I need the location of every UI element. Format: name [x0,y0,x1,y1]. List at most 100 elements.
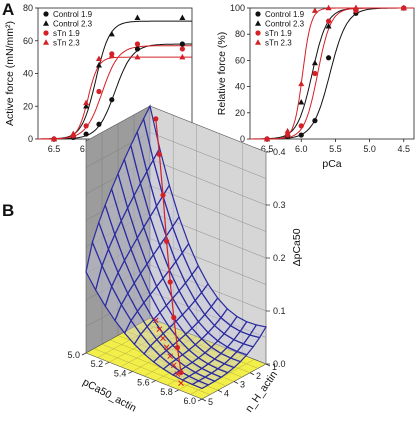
legend-marker [43,30,49,36]
trajectory-point [167,279,173,285]
legend-marker [43,11,49,17]
trajectory-point [171,314,177,321]
wall-grid-line [85,264,267,312]
y-tick-label: 0 [240,134,245,144]
x-tick-mark [81,352,87,356]
floor-projection-mark [156,326,163,333]
fit-curve [250,7,414,140]
legend-label: sTn 2.3 [265,39,292,48]
y-tick-label: 60 [235,55,245,65]
y-tick-label: 0 [28,134,33,144]
data-point [51,135,58,142]
z-tick-label: 0.0 [273,359,286,369]
data-point [179,14,186,21]
y-tick-label: 80 [23,3,33,13]
x-tick-label: 5.6 [137,378,150,388]
trajectory-point [160,192,166,198]
wall-grid-line [85,185,267,232]
floor-projection-mark [163,344,170,351]
data-point [83,102,90,109]
data-point [108,30,115,37]
data-point [311,59,318,66]
data-point [312,118,318,124]
panel-label-b: B [2,201,14,220]
x-tick-mark [197,398,203,402]
data-point [325,18,332,24]
data-point [134,53,141,60]
x-tick-label: 5.5 [329,144,342,154]
data-point [298,132,304,138]
fit-curve [38,56,192,140]
data-point [95,62,102,68]
legend-label: Control 2.3 [265,20,305,29]
wall-grid-line [85,291,267,338]
data-point [284,132,291,138]
data-point [108,52,115,58]
y-axis-label: Active force (mN/mm²) [4,21,16,126]
trajectory-point [153,116,159,122]
data-point [95,55,102,61]
z-tick-label: 0.4 [273,147,286,157]
legend-label: Control 1.9 [53,10,93,19]
x-axis-label: pCa [322,158,341,170]
legend-marker [255,30,261,36]
data-point [83,123,89,129]
y-axis-label: Relative force (%) [216,32,228,115]
x-tick-mark [174,389,179,393]
floor-projection-mark [178,380,184,386]
x-tick-label: 5.4 [114,368,127,378]
data-point [312,70,318,77]
z-tick-label: 0.1 [273,306,286,316]
data-point [298,80,305,87]
data-point [96,88,102,95]
surface-cell [248,324,267,339]
y-tick-mark [201,398,207,402]
chart-surface-3d: 0.0 0.1 0.2 0.3 0.4 ΔpCa50 5.0 5.2 5.4 5.6 5.8 6.0 p… [67,104,303,415]
data-point [83,131,89,137]
data-point [298,123,304,129]
chart-relative-force: 6.5 6.0 5.5 5.0 4.5 0 20 40 60 80 100 Control 1.9Co… [216,3,415,170]
y-tick-label: 1 [272,362,277,372]
wall-grid-line [85,158,267,206]
legend-marker [255,20,261,26]
y-tick-label: 3 [240,380,245,390]
y-tick-label: 100 [230,3,245,13]
data-point [179,46,185,52]
wall-grid-line [85,211,267,259]
x-tick-label: 5.8 [160,387,173,397]
y-tick-mark [217,389,223,393]
floor-projection-mark [167,353,174,360]
data-point [134,41,141,47]
x-tick-label: 6.5 [261,144,274,154]
data-point [264,135,271,142]
x-tick-label: 4.5 [397,144,410,154]
panel-label-a: A [2,0,14,19]
legend-marker [255,11,261,17]
x-tick-mark [128,371,133,374]
y-tick-label: 20 [235,108,245,118]
x-tick-label: 5.0 [363,144,376,154]
data-point [134,14,141,21]
data-point [134,46,141,52]
legend-label: sTn 1.9 [265,29,292,38]
legend-marker [255,39,261,45]
y-tick-label: 5 [208,397,213,407]
floor-projection-mark [152,317,159,324]
data-point [311,7,318,13]
floor-grid-line [93,348,211,395]
legend-marker [43,39,49,45]
y-tick-mark [249,372,255,376]
x-tick-label: 6.5 [48,144,61,154]
floor-projection-mark [160,335,166,342]
legend-label: Control 1.9 [265,10,305,19]
legend-marker [43,20,49,26]
data-point [70,130,77,137]
y-tick-label: 60 [23,36,33,46]
trajectory-point [178,369,184,376]
x-tick-label: 6.0 [295,144,308,154]
x-axis-label: pCa50_actin [81,376,139,414]
legend-label: sTn 2.3 [53,39,80,48]
data-point [179,53,186,60]
y-tick-mark [233,381,239,384]
